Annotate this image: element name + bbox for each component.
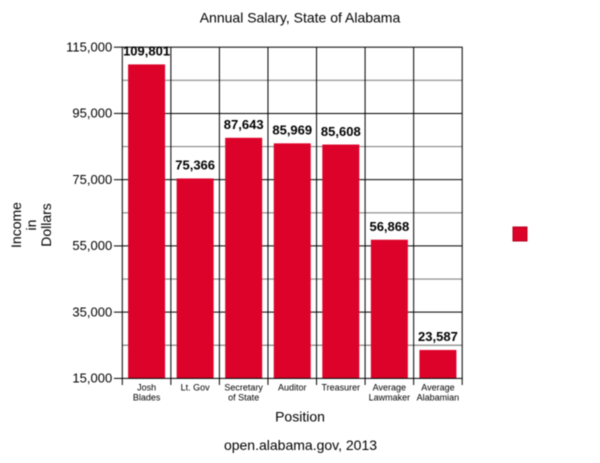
svg-text:open.alabama.gov, 2013: open.alabama.gov, 2013 bbox=[224, 437, 377, 453]
svg-text:Position: Position bbox=[275, 409, 325, 425]
svg-text:35,000: 35,000 bbox=[72, 304, 112, 319]
svg-text:Alabamian: Alabamian bbox=[417, 393, 460, 403]
svg-text:Annual Salary, State of Alabam: Annual Salary, State of Alabama bbox=[200, 10, 401, 26]
svg-text:85,969: 85,969 bbox=[272, 123, 312, 138]
svg-text:Auditor: Auditor bbox=[278, 382, 307, 392]
svg-text:15,000: 15,000 bbox=[72, 371, 112, 386]
svg-text:Dollars: Dollars bbox=[38, 203, 54, 247]
svg-text:Josh: Josh bbox=[137, 382, 156, 392]
svg-text:Lawmaker: Lawmaker bbox=[369, 393, 411, 403]
svg-text:in: in bbox=[23, 220, 39, 231]
svg-text:Secretary: Secretary bbox=[224, 382, 263, 392]
svg-text:75,366: 75,366 bbox=[175, 158, 215, 173]
svg-text:55,000: 55,000 bbox=[72, 238, 112, 253]
svg-text:23,587: 23,587 bbox=[418, 329, 458, 344]
svg-text:Average: Average bbox=[373, 382, 406, 392]
svg-text:56,868: 56,868 bbox=[369, 219, 409, 234]
svg-text:75,000: 75,000 bbox=[72, 172, 112, 187]
svg-text:Average: Average bbox=[421, 382, 454, 392]
svg-text:109,801: 109,801 bbox=[123, 44, 170, 59]
svg-text:Treasurer: Treasurer bbox=[321, 382, 360, 392]
svg-text:85,608: 85,608 bbox=[321, 124, 361, 139]
svg-text:of State: of State bbox=[228, 393, 259, 403]
svg-text:87,643: 87,643 bbox=[224, 117, 264, 132]
svg-text:Income: Income bbox=[8, 202, 24, 248]
svg-text:115,000: 115,000 bbox=[66, 39, 112, 54]
svg-text:Blades: Blades bbox=[133, 393, 161, 403]
svg-text:95,000: 95,000 bbox=[72, 106, 112, 121]
svg-text:Lt. Gov: Lt. Gov bbox=[181, 382, 211, 392]
